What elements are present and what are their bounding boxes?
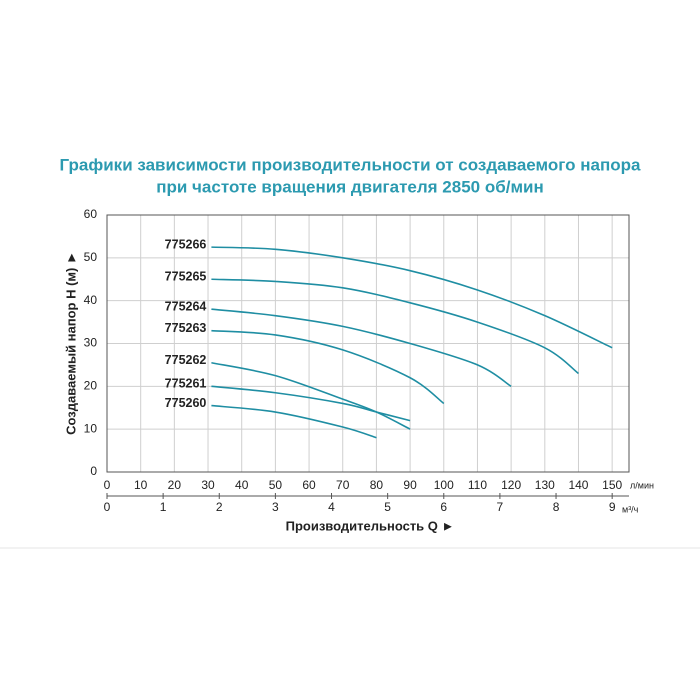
x-tick-label: 70 <box>336 478 350 492</box>
y-tick-label: 50 <box>84 250 98 264</box>
y-tick-label: 30 <box>84 336 98 350</box>
x-unit: л/мин <box>630 480 654 490</box>
x-tick-label: 50 <box>269 478 283 492</box>
y-tick-label: 40 <box>84 293 98 307</box>
x2-tick-label: 3 <box>272 500 279 514</box>
x2-tick-label: 6 <box>440 500 447 514</box>
curve <box>211 361 411 430</box>
chart-title: при частоте вращения двигателя 2850 об/м… <box>156 177 544 196</box>
x-tick-label: 0 <box>104 478 111 492</box>
series-label: 775261 <box>165 377 207 391</box>
y-tick-label: 0 <box>90 464 97 478</box>
series-label: 775264 <box>165 300 207 314</box>
curve <box>211 404 377 439</box>
y-tick-label: 60 <box>84 207 98 221</box>
x-tick-label: 110 <box>468 478 487 492</box>
y-tick-label: 20 <box>84 379 98 393</box>
x2-tick-label: 8 <box>553 500 560 514</box>
y-axis-title: Создаваемый напор H (м) ► <box>63 251 78 435</box>
x-tick-label: 60 <box>302 478 316 492</box>
series-label: 775260 <box>165 396 207 410</box>
x2-tick-label: 1 <box>160 500 167 514</box>
x2-tick-label: 7 <box>497 500 504 514</box>
x-tick-label: 140 <box>568 478 588 492</box>
x2-tick-label: 2 <box>216 500 223 514</box>
curve <box>211 385 411 422</box>
curve <box>211 278 579 375</box>
series-label: 775263 <box>165 321 207 335</box>
x-tick-label: 120 <box>501 478 521 492</box>
x-tick-label: 40 <box>235 478 249 492</box>
x-tick-label: 100 <box>434 478 454 492</box>
x-tick-label: 10 <box>134 478 148 492</box>
chart-title: Графики зависимости производительности о… <box>60 155 641 174</box>
x2-tick-label: 9 <box>609 500 616 514</box>
x-tick-label: 90 <box>403 478 417 492</box>
curve <box>211 308 512 388</box>
x2-unit: м³/ч <box>622 504 639 514</box>
curve <box>211 329 445 405</box>
y-tick-label: 10 <box>84 421 98 435</box>
x-tick-label: 150 <box>602 478 622 492</box>
plot-frame <box>106 214 630 473</box>
series-label: 775262 <box>165 353 207 367</box>
series-label: 775266 <box>165 237 207 251</box>
curve <box>211 246 613 349</box>
x-tick-label: 30 <box>201 478 215 492</box>
x2-tick-label: 4 <box>328 500 335 514</box>
series-label: 775265 <box>165 270 207 284</box>
x2-tick-label: 5 <box>384 500 391 514</box>
x2-tick-label: 0 <box>104 500 111 514</box>
x-tick-label: 130 <box>535 478 555 492</box>
x-tick-label: 20 <box>168 478 182 492</box>
x-axis-title: Производительность Q ► <box>286 518 455 533</box>
x-tick-label: 80 <box>370 478 384 492</box>
